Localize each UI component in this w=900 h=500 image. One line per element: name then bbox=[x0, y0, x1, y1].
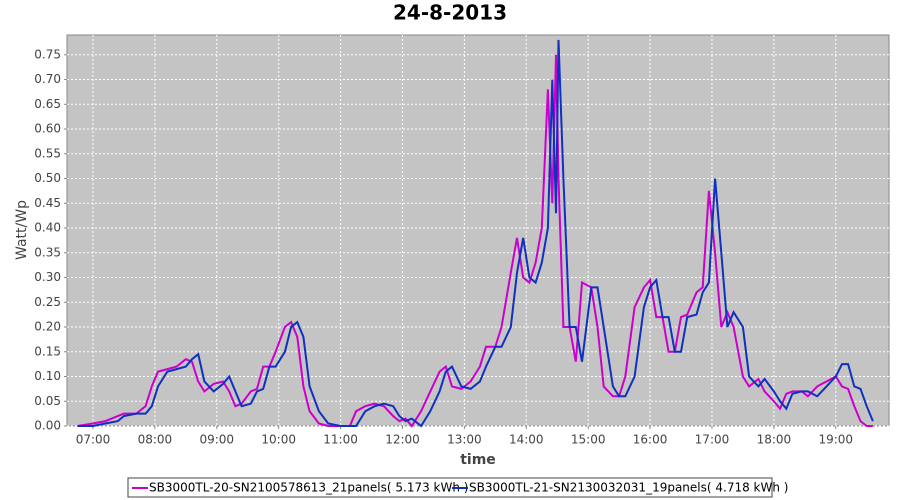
x-tick-label: 16:00 bbox=[633, 433, 668, 447]
x-tick-label: 19:00 bbox=[818, 433, 853, 447]
x-tick-label: 14:00 bbox=[509, 433, 544, 447]
y-tick-label: 0.75 bbox=[34, 47, 61, 61]
plot-area bbox=[66, 34, 890, 427]
legend-label: SB3000TL-21-SN2130032031_19panels( 4.718… bbox=[469, 481, 788, 495]
y-tick-label: 0.50 bbox=[34, 171, 61, 185]
y-axis-label: Watt/Wp bbox=[14, 200, 30, 260]
y-tick-label: 0.20 bbox=[34, 320, 61, 334]
y-tick-label: 0.60 bbox=[34, 122, 61, 136]
x-tick-label: 13:00 bbox=[447, 433, 482, 447]
y-tick-label: 0.55 bbox=[34, 146, 61, 160]
y-tick-label: 0.70 bbox=[34, 72, 61, 86]
series-line bbox=[77, 39, 874, 428]
y-tick-label: 0.35 bbox=[34, 245, 61, 259]
y-tick-label: 0.00 bbox=[34, 419, 61, 433]
x-tick-label: 15:00 bbox=[571, 433, 606, 447]
x-axis-label: time bbox=[460, 452, 496, 468]
y-tick-label: 0.40 bbox=[34, 221, 61, 235]
legend-label: SB3000TL-20-SN2100578613_21panels( 5.173… bbox=[149, 481, 468, 495]
x-tick-label: 18:00 bbox=[757, 433, 792, 447]
x-tick-label: 07:00 bbox=[76, 433, 111, 447]
y-tick-label: 0.15 bbox=[34, 344, 61, 358]
x-tick-label: 12:00 bbox=[385, 433, 420, 447]
x-tick-label: 08:00 bbox=[138, 433, 173, 447]
x-tick-label: 09:00 bbox=[199, 433, 234, 447]
y-tick-label: 0.45 bbox=[34, 196, 61, 210]
chart-title: 24-8-2013 bbox=[393, 1, 507, 25]
y-tick-label: 0.25 bbox=[34, 295, 61, 309]
y-tick-label: 0.30 bbox=[34, 270, 61, 284]
y-tick-label: 0.65 bbox=[34, 97, 61, 111]
series-line bbox=[77, 54, 873, 428]
x-tick-label: 10:00 bbox=[261, 433, 296, 447]
y-tick-label: 0.10 bbox=[34, 369, 61, 383]
y-tick-label: 0.05 bbox=[34, 394, 61, 408]
legend bbox=[127, 477, 773, 498]
x-tick-label: 11:00 bbox=[323, 433, 358, 447]
x-tick-label: 17:00 bbox=[695, 433, 730, 447]
